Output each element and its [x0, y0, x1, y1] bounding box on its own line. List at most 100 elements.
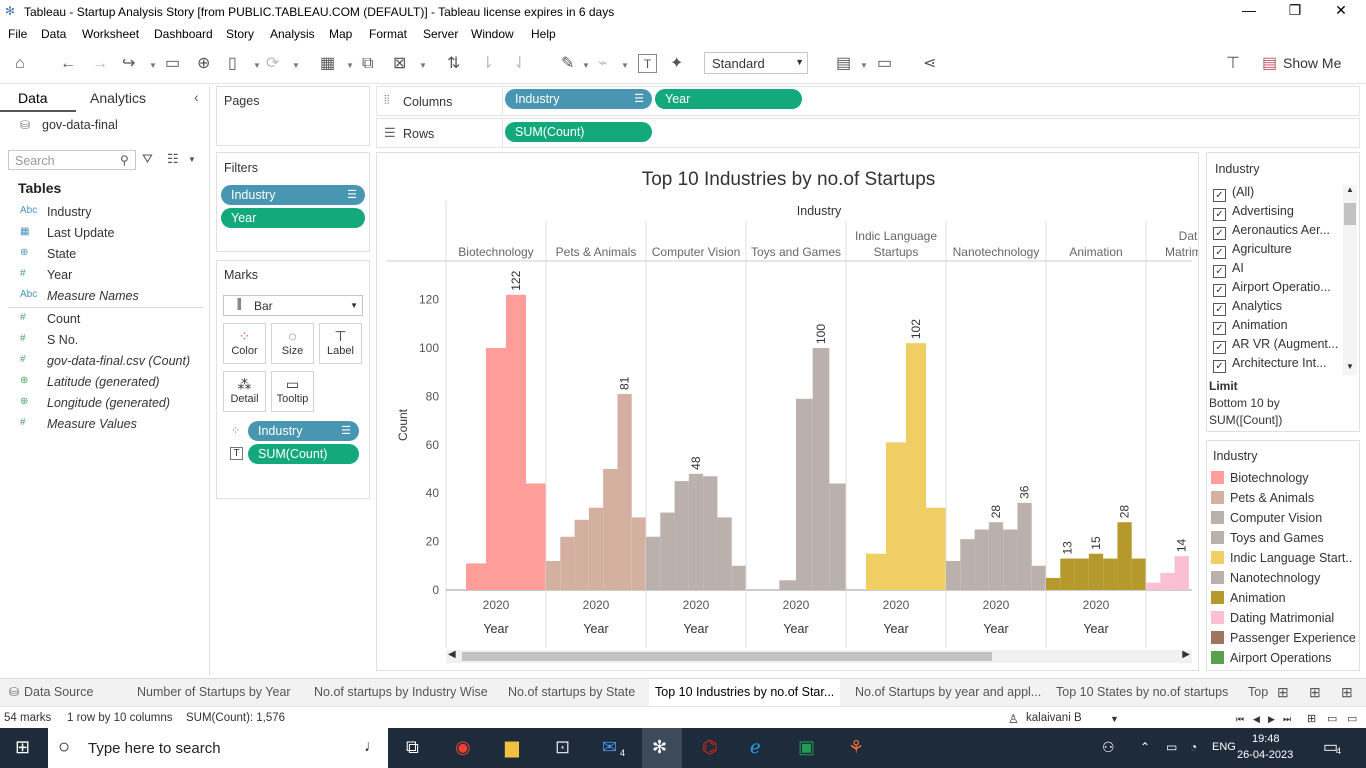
mark-type-dropdown[interactable]: ▐ Bar ▼: [223, 295, 363, 316]
show-mark-labels-icon[interactable]: T: [638, 54, 657, 73]
tab-data[interactable]: Data: [18, 90, 48, 106]
new-dashboard-icon[interactable]: ⊞: [1309, 684, 1321, 700]
collapse-icon[interactable]: ‹: [194, 89, 199, 105]
field-measure-names[interactable]: Abc Measure Names: [0, 286, 205, 307]
field-industry[interactable]: Abc Industry: [0, 202, 205, 223]
filter-pill-year[interactable]: Year: [221, 208, 365, 228]
mark-pill-industry[interactable]: Industry ☰: [248, 421, 359, 441]
restore-button[interactable]: ❐: [1288, 2, 1302, 18]
wifi-icon[interactable]: ◔: [1190, 740, 1198, 754]
show-me-button[interactable]: Show Me: [1283, 55, 1342, 71]
sort-ascending-icon[interactable]: ⇂: [481, 55, 495, 72]
share-icon[interactable]: ⋖: [923, 55, 937, 72]
pause-updates-icon[interactable]: ▯: [228, 55, 237, 72]
tab-sheet-3[interactable]: No.of startups by State: [508, 685, 636, 699]
menu-help[interactable]: Help: [531, 27, 556, 41]
legend-item[interactable]: Pets & Animals: [1211, 491, 1359, 511]
group-icon[interactable]: ⌁: [598, 55, 608, 72]
rows-pill-sum-count[interactable]: SUM(Count): [505, 122, 652, 142]
chevron-down-icon[interactable]: ▼: [860, 61, 868, 70]
show-hidden-icon[interactable]: ⌃: [1140, 740, 1151, 754]
chevron-down-icon[interactable]: ▼: [292, 61, 300, 70]
filters-card[interactable]: Filters Industry ☰ Year: [216, 152, 370, 252]
menu-map[interactable]: Map: [329, 27, 353, 41]
menu-window[interactable]: Window: [471, 27, 514, 41]
filter-item[interactable]: ✓ Animation: [1213, 318, 1343, 337]
filter-pill-industry[interactable]: Industry ☰: [221, 185, 365, 205]
scroll-down-icon[interactable]: ▼: [1346, 362, 1354, 371]
tab-sheet-1[interactable]: Number of Startups by Year: [137, 685, 291, 699]
clear-sheet-icon[interactable]: ⊠: [393, 55, 407, 72]
checkbox-icon[interactable]: ✓: [1213, 246, 1226, 259]
file-explorer-icon[interactable]: ▆: [505, 737, 519, 757]
tableau-app-icon[interactable]: ✻: [652, 737, 668, 757]
tab-sheet-6[interactable]: Top 10 States by no.of startups: [1056, 685, 1229, 699]
size-button[interactable]: ◌ Size: [271, 323, 314, 364]
checkbox-icon[interactable]: ✓: [1213, 227, 1226, 240]
chevron-down-icon[interactable]: ▼: [149, 61, 157, 70]
filter-item[interactable]: ✓ Advertising: [1213, 204, 1343, 223]
taskbar-search-input[interactable]: Type here to search: [88, 740, 221, 757]
last-sheet-icon[interactable]: ⏭: [1283, 714, 1292, 724]
menu-analysis[interactable]: Analysis: [270, 27, 315, 41]
language-indicator[interactable]: ENG: [1212, 741, 1236, 753]
home-icon[interactable]: ⌂: [15, 55, 25, 72]
new-datasource-icon[interactable]: ⊕: [197, 55, 211, 72]
clock-time[interactable]: 19:48: [1252, 733, 1280, 745]
filter-icon[interactable]: ⛛: [142, 151, 153, 166]
tooltip-button[interactable]: ▭ Tooltip: [271, 371, 314, 412]
menu-format[interactable]: Format: [369, 27, 408, 41]
refresh-icon[interactable]: ⟳: [266, 55, 280, 72]
filter-scrollbar[interactable]: ▲ ▼: [1343, 185, 1357, 375]
excel-icon[interactable]: ▣: [798, 737, 816, 757]
field-search[interactable]: Search ⚲: [8, 150, 136, 170]
scroll-right-icon[interactable]: ▶: [1182, 649, 1190, 660]
new-story-icon[interactable]: ⊞: [1341, 684, 1353, 700]
datasource-name[interactable]: gov-data-final: [42, 118, 118, 132]
menu-server[interactable]: Server: [423, 27, 459, 41]
checkbox-icon[interactable]: ✓: [1213, 360, 1226, 373]
checkbox-icon[interactable]: ✓: [1213, 284, 1226, 297]
tab-analytics[interactable]: Analytics: [90, 90, 147, 106]
filter-item[interactable]: ✓ Agriculture: [1213, 242, 1343, 261]
legend-item[interactable]: Airport Operations: [1211, 651, 1359, 671]
pin-icon[interactable]: ✦: [670, 55, 684, 72]
field-year[interactable]: # Year: [0, 265, 205, 286]
legend-item[interactable]: Nanotechnology: [1211, 571, 1359, 591]
filter-item[interactable]: ✓ AR VR (Augment...: [1213, 337, 1343, 356]
field-record-count[interactable]: # gov-data-final.csv (Count): [0, 351, 205, 372]
acrobat-icon[interactable]: ⌬: [702, 737, 718, 757]
horizontal-scrollbar[interactable]: ◀ ▶: [446, 649, 1192, 663]
tab-view-icon[interactable]: ▭: [1347, 713, 1358, 725]
battery-icon[interactable]: ▭: [1166, 740, 1178, 754]
menu-story[interactable]: Story: [226, 27, 255, 41]
new-sheet-icon[interactable]: ▦: [320, 55, 336, 72]
tab-sheet-2[interactable]: No.of startups by Industry Wise: [314, 685, 488, 699]
microphone-icon[interactable]: ♩: [364, 738, 380, 755]
swap-icon[interactable]: ⇅: [447, 55, 461, 72]
mark-pill-sum-count[interactable]: SUM(Count): [248, 444, 359, 464]
chevron-down-icon[interactable]: ▼: [346, 61, 354, 70]
columns-pill-industry[interactable]: Industry ☰: [505, 89, 652, 109]
field-longitude[interactable]: ⊕ Longitude (generated): [0, 393, 205, 414]
sheet-sorter-icon[interactable]: ⊞: [1307, 713, 1317, 725]
show-cards-icon[interactable]: ▤: [836, 55, 852, 72]
chevron-down-icon[interactable]: ▼: [621, 61, 629, 70]
first-sheet-icon[interactable]: ⏮: [1236, 714, 1245, 724]
filter-item[interactable]: ✓ Architecture Int...: [1213, 356, 1343, 375]
scroll-left-icon[interactable]: ◀: [448, 649, 456, 660]
checkbox-icon[interactable]: ✓: [1213, 208, 1226, 221]
tab-data-source[interactable]: Data Source: [24, 685, 94, 699]
filter-item[interactable]: ✓ (All): [1213, 185, 1343, 204]
minimize-button[interactable]: —: [1242, 2, 1256, 18]
people-icon[interactable]: ⚇: [1102, 739, 1115, 755]
edge-icon[interactable]: ℯ: [750, 737, 761, 757]
filter-item[interactable]: ✓ Aeronautics Aer...: [1213, 223, 1343, 242]
task-view-icon[interactable]: ⧉: [406, 737, 419, 757]
fit-dropdown[interactable]: Standard ▼: [704, 52, 808, 74]
tab-sheet-4[interactable]: Top 10 Industries by no.of Star...: [649, 679, 841, 707]
menu-data[interactable]: Data: [41, 27, 67, 41]
pages-card[interactable]: Pages: [216, 86, 370, 146]
filter-item[interactable]: ✓ AI: [1213, 261, 1343, 280]
chrome-icon[interactable]: ◉: [455, 737, 471, 757]
